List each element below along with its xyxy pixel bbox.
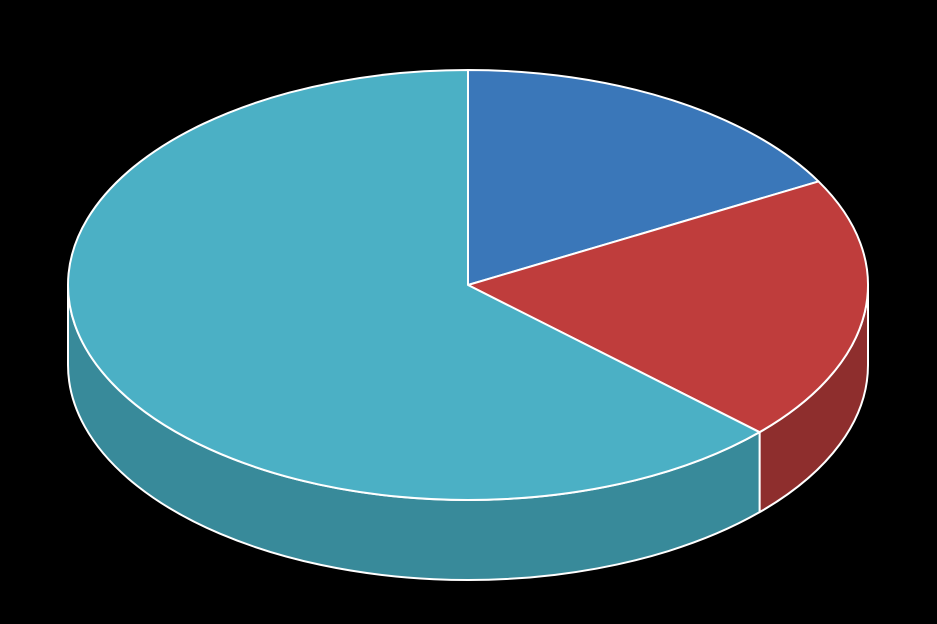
pie-3d-chart	[0, 0, 937, 624]
pie-top	[68, 70, 868, 500]
